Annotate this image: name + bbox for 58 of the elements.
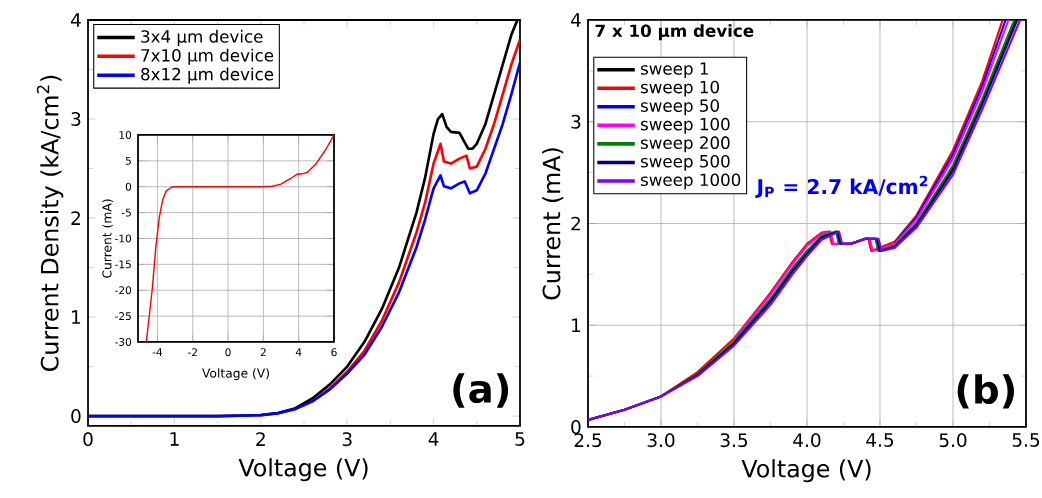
y-tick-label: 5: [125, 156, 131, 165]
y-axis-title: Current (mA): [542, 148, 564, 300]
y-tick-label: 0: [125, 182, 132, 191]
x-tick-label: 0: [83, 432, 93, 447]
legend-label: sweep 10: [640, 80, 719, 97]
legend-title: 7 x 10 µm device: [595, 24, 754, 41]
y-tick-label: -5: [121, 208, 131, 217]
x-tick-label: 3.0: [647, 433, 675, 448]
x-tick-label: -4: [152, 348, 163, 356]
y-tick-label: 4: [70, 13, 81, 27]
y-axis-title: Current (mA): [102, 199, 114, 278]
legend-label: sweep 500: [640, 154, 730, 171]
x-tick-label: 1: [170, 432, 179, 446]
x-tick-label: 5: [515, 432, 525, 446]
legend-label: sweep 1: [640, 62, 708, 79]
x-axis-title: Voltage (V): [238, 458, 368, 482]
x-tick-label: 3: [342, 432, 352, 447]
x-tick-label: 0: [225, 348, 231, 357]
x-tick-label: 5.0: [939, 433, 967, 448]
x-axis-title: Voltage (V): [741, 459, 871, 483]
y-tick-label: 2: [571, 216, 580, 231]
x-tick-label: -2: [188, 348, 197, 357]
x-tick-label: 4.5: [866, 433, 894, 447]
x-tick-label: 6: [331, 348, 337, 357]
y-tick-label: 3: [571, 114, 581, 129]
x-tick-label: 2: [260, 348, 266, 357]
y-tick-label: 0: [71, 409, 81, 424]
legend-label: 7x10 µm device: [141, 48, 274, 65]
legend-label: sweep 1000: [640, 173, 741, 190]
y-tick-label: 4: [570, 13, 581, 27]
x-tick-label: 4: [428, 432, 439, 446]
y-tick-label: 0: [571, 420, 581, 434]
legend-label: 3x4 µm device: [141, 29, 263, 47]
legend-label: sweep 200: [640, 136, 730, 153]
y-tick-label: -15: [115, 260, 131, 269]
legend-label: sweep 100: [640, 117, 730, 134]
legend-label: 8x12 µm device: [141, 67, 274, 84]
y-tick-label: 3: [71, 112, 81, 126]
y-tick-label: 10: [119, 131, 132, 139]
annotation: J$_{P}$ = 2.7 kA/cm$^{2}$: [755, 175, 928, 198]
y-tick-label: 1: [72, 310, 81, 324]
y-tick-label: -30: [115, 338, 132, 346]
x-axis-title: Voltage (V): [202, 368, 269, 381]
x-tick-label: 2.5: [574, 433, 602, 448]
x-tick-label: 5.5: [1012, 433, 1040, 447]
annotation: (b): [957, 374, 1015, 409]
x-tick-label: 4: [295, 348, 302, 356]
x-tick-label: 2: [256, 432, 265, 446]
y-tick-label: 1: [572, 318, 581, 332]
x-tick-label: 4.0: [793, 433, 821, 448]
y-tick-label: -20: [115, 286, 132, 295]
y-axis-title: Current Density (kA/cm$^{2}$): [36, 75, 64, 371]
x-tick-label: 3.5: [720, 433, 748, 448]
y-tick-label: -10: [115, 234, 132, 243]
y-tick-label: -25: [115, 312, 131, 321]
legend-label: sweep 50: [640, 99, 719, 116]
y-tick-label: 2: [71, 211, 80, 225]
annotation: (a): [453, 373, 509, 408]
